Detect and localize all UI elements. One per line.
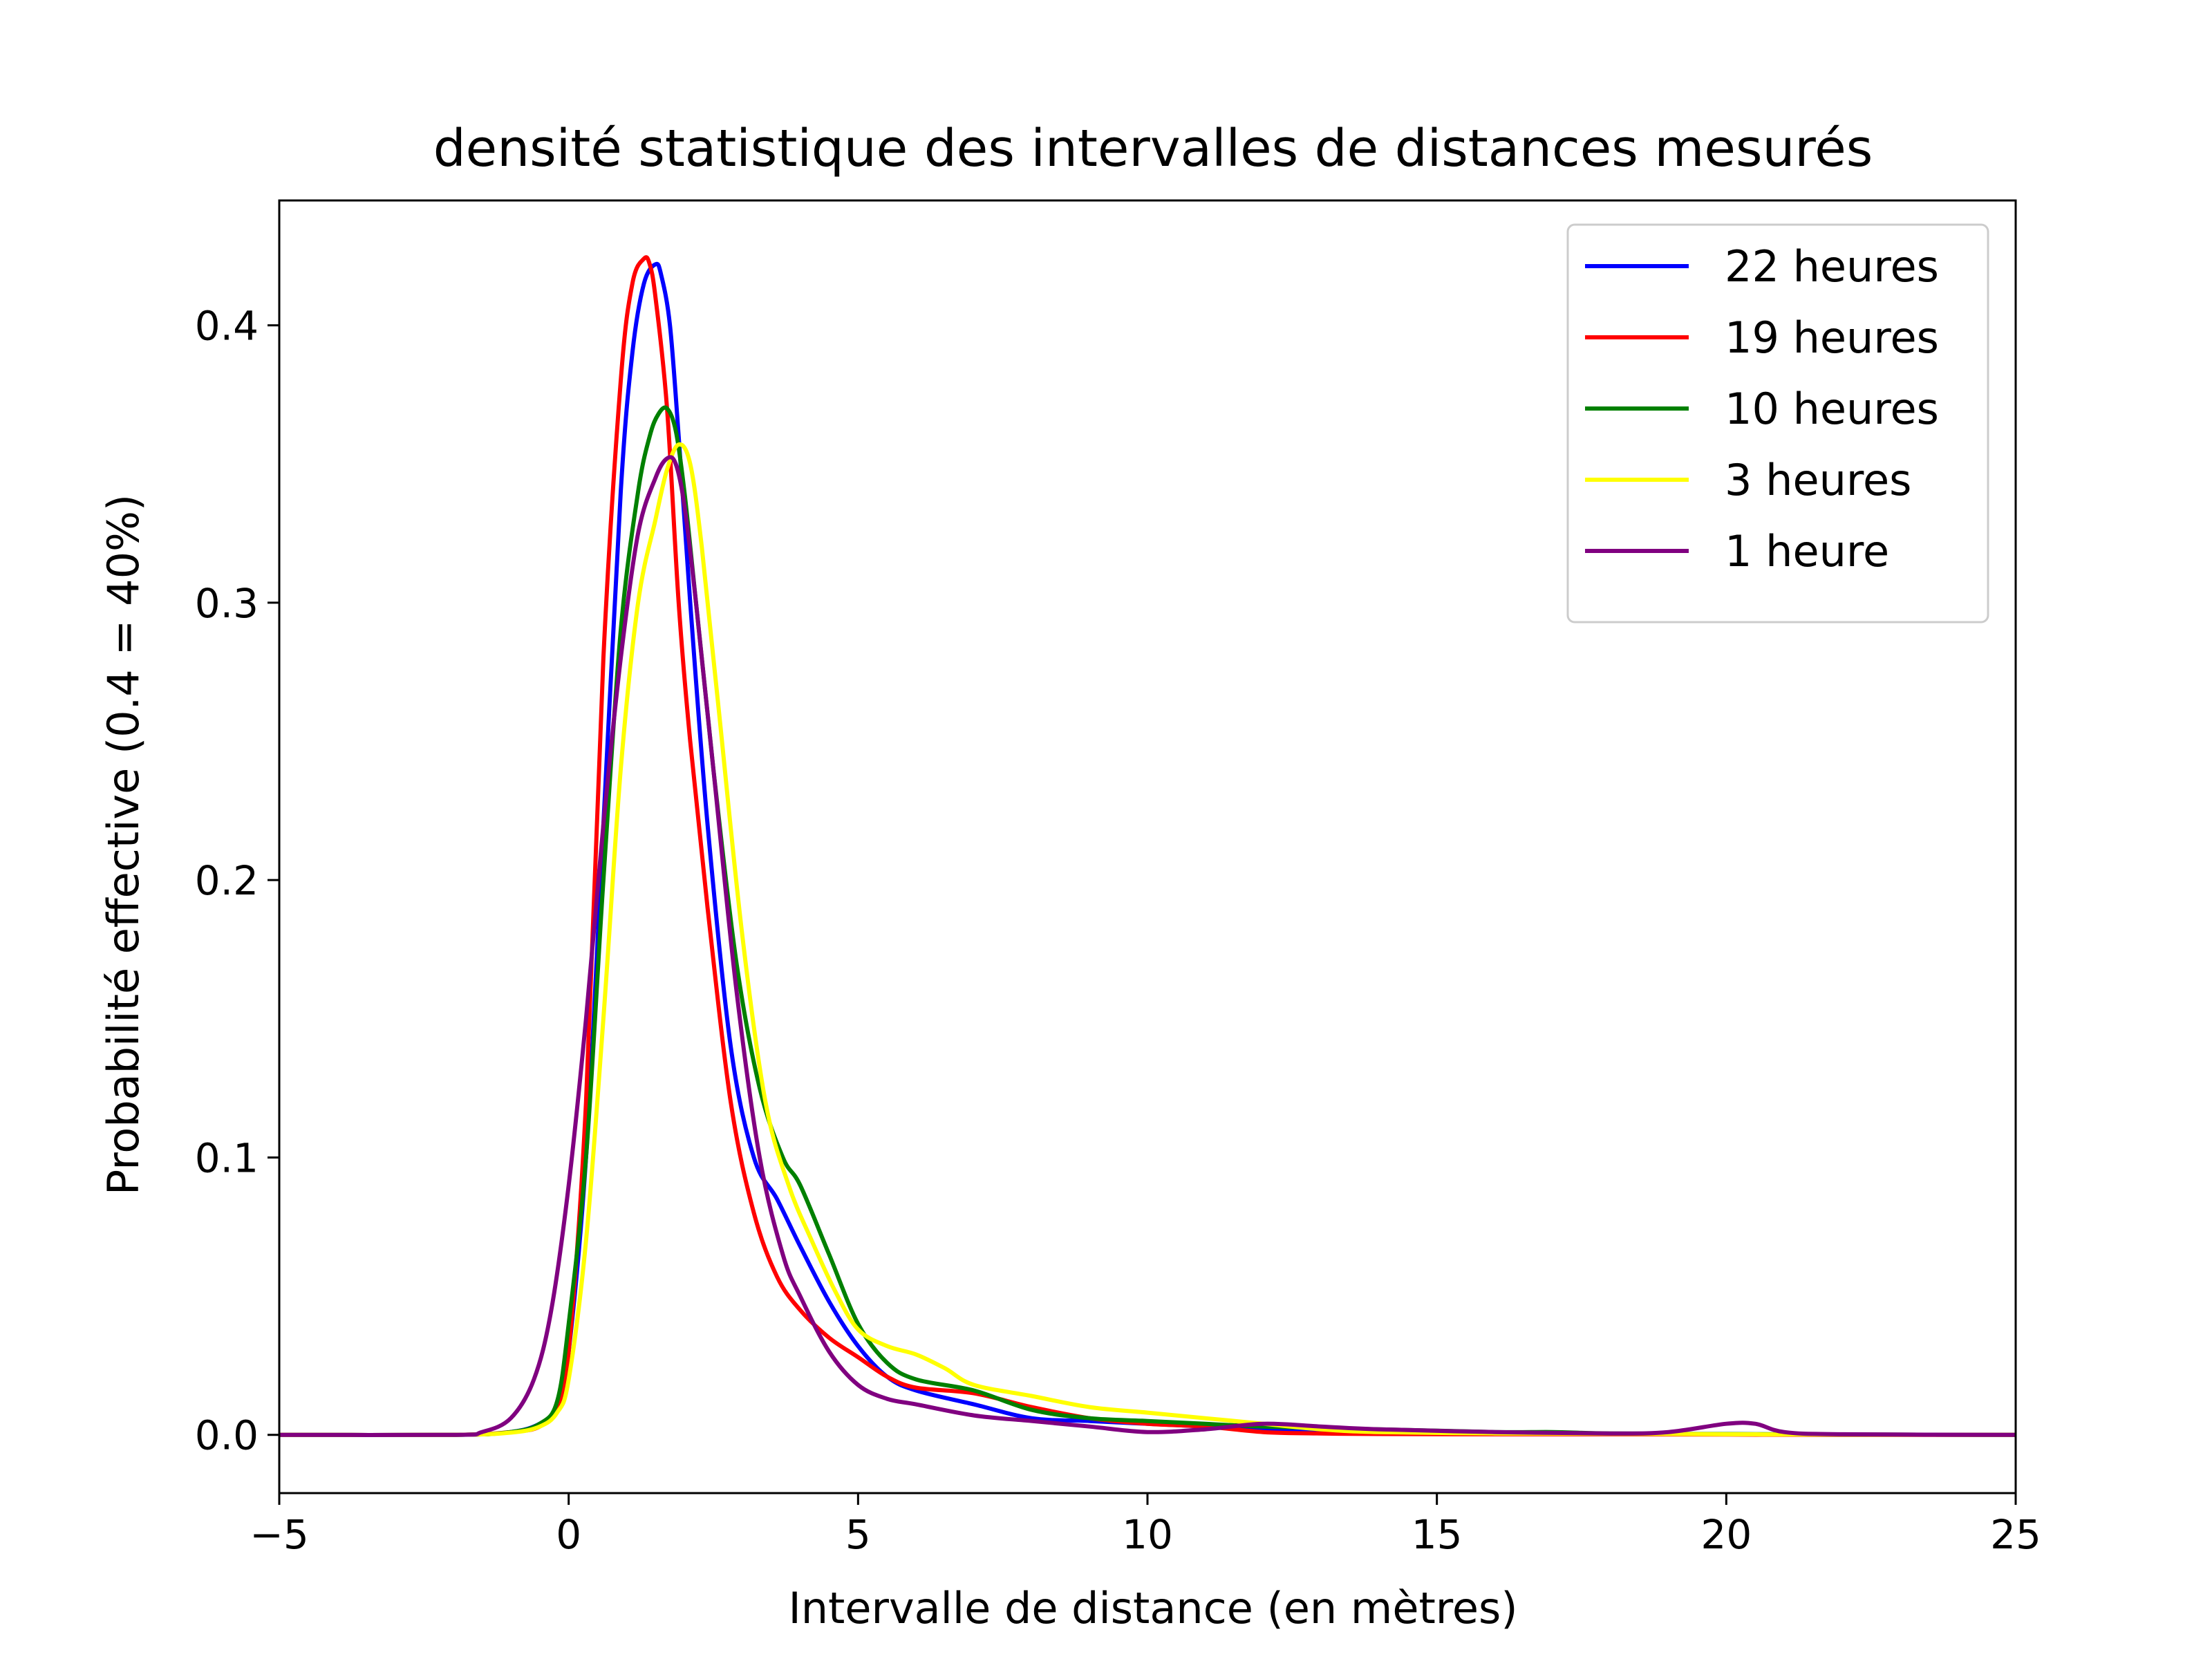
x-tick-label: 5 — [845, 1511, 871, 1558]
x-tick-label: 0 — [556, 1511, 581, 1558]
plot-lines — [279, 255, 2016, 1438]
x-axis-label: Intervalle de distance (en mètres) — [788, 1583, 1517, 1633]
legend: 22 heures 19 heures 10 heures 3 heures 1 heu… — [1566, 223, 1989, 624]
x-tick-label: −5 — [250, 1511, 309, 1558]
y-tick-label: 0.0 — [195, 1412, 259, 1459]
legend-label-0: 22 heures — [1725, 241, 1939, 292]
series-line-3 — [279, 442, 2016, 1437]
x-tick-label: 10 — [1122, 1511, 1173, 1558]
legend-label-4: 1 heure — [1725, 526, 1889, 577]
legend-label-2: 10 heures — [1725, 384, 1939, 434]
legend-label-3: 3 heures — [1725, 455, 1911, 505]
x-tick-label: 25 — [1990, 1511, 2041, 1558]
x-tick-label: 15 — [1412, 1511, 1463, 1558]
y-axis-label: Probabilité effective (0.4 = 40%) — [98, 494, 149, 1195]
x-axis: −5 0 5 10 15 20 25 — [250, 1493, 2041, 1558]
series-line-1 — [279, 255, 2016, 1438]
series-line-4 — [279, 455, 2016, 1438]
legend-label-1: 19 heures — [1725, 312, 1939, 363]
y-tick-label: 0.2 — [195, 857, 259, 904]
y-tick-label: 0.1 — [195, 1134, 259, 1181]
legend-box — [1566, 223, 1989, 624]
chart-title: densité statistique des intervalles de d… — [433, 119, 1873, 178]
x-tick-label: 20 — [1700, 1511, 1752, 1558]
y-tick-label: 0.4 — [195, 303, 259, 350]
y-tick-label: 0.3 — [195, 580, 259, 627]
y-axis: 0.0 0.1 0.2 0.3 0.4 — [195, 303, 279, 1459]
